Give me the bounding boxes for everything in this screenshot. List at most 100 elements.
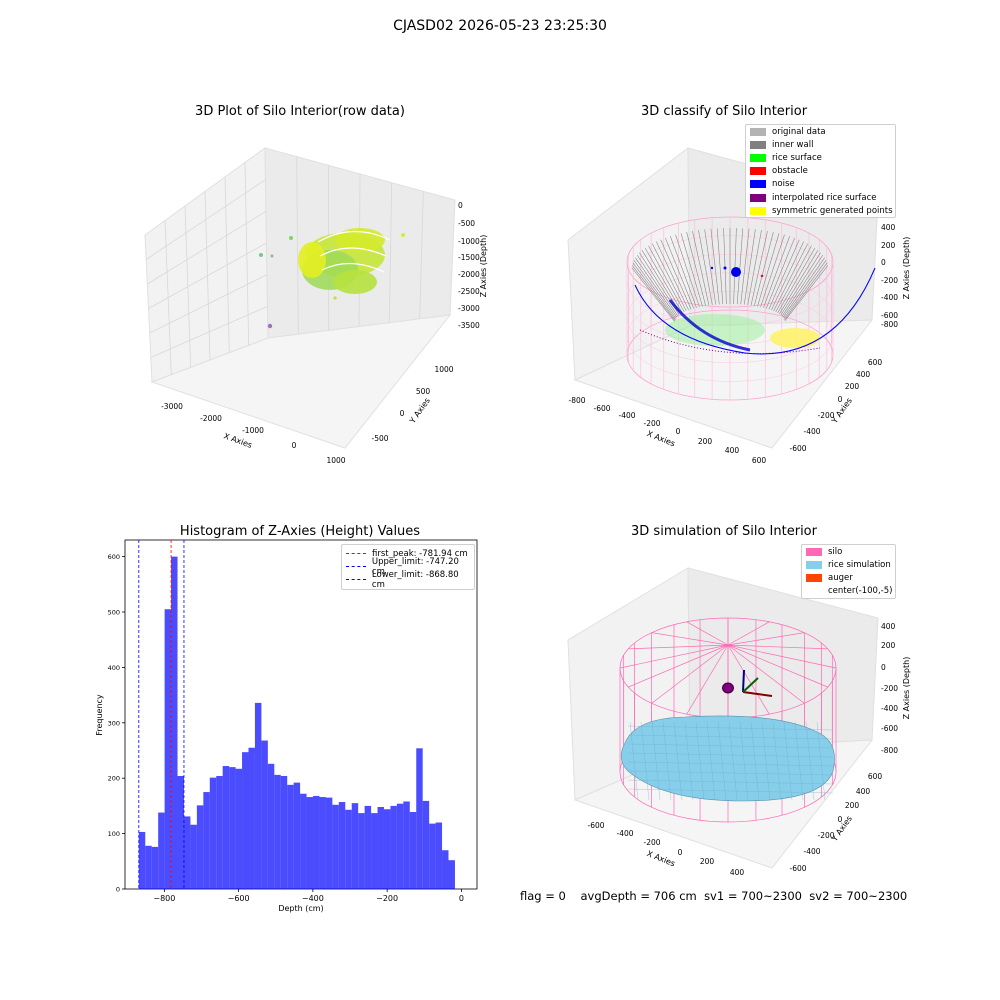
simulation-x-tick-labels: -600 -400 -200 0 200 400 xyxy=(587,821,744,877)
histogram-bar xyxy=(280,775,288,889)
legend-item-lower-limit: Lower_limit: -868.80 cm xyxy=(342,570,474,590)
legend-swatch xyxy=(750,153,766,162)
raw-z-tick: -1000 xyxy=(458,237,480,246)
histogram-bar xyxy=(196,805,204,889)
legend-swatch xyxy=(750,127,766,136)
histogram-x-tick-label: −400 xyxy=(302,894,324,903)
histogram-bar xyxy=(254,702,262,889)
legend-item-upper-limit: Upper_limit: -747.20 cm xyxy=(342,557,474,577)
simulation-x-axis-label: X Axies xyxy=(646,849,677,868)
classify-z-axis-label: Z Axies (Depth) xyxy=(902,237,911,300)
classify-y-tick: -400 xyxy=(803,427,820,436)
legend-item-center: center(-100,-5) xyxy=(802,585,895,598)
legend-swatch xyxy=(806,547,822,556)
histogram-bar xyxy=(403,801,410,889)
sv2-text: sv2 = 700~2300 xyxy=(809,889,908,903)
classify-y-tick: 200 xyxy=(845,382,860,391)
simulation-z-tick: 400 xyxy=(881,622,896,631)
histogram-bar xyxy=(448,860,455,889)
legend-swatch xyxy=(750,180,766,189)
simulation-z-tick: -800 xyxy=(881,746,898,755)
histogram-bar xyxy=(145,845,152,889)
simulation-y-tick: -400 xyxy=(803,847,820,856)
legend-line xyxy=(346,579,366,581)
histogram-bar xyxy=(203,792,210,889)
histogram-bar xyxy=(171,556,178,889)
raw-z-tick: 0 xyxy=(458,201,463,210)
legend-item-inner-wall: inner wall xyxy=(746,138,895,151)
simulation-auger xyxy=(722,669,773,697)
histogram-bar xyxy=(345,809,352,889)
histogram-bar xyxy=(371,813,378,889)
raw-x-tick: -1000 xyxy=(242,426,264,435)
histogram-y-ticks: 0 100 200 300 400 500 600 xyxy=(108,553,125,894)
histogram-y-tick-label: 0 xyxy=(116,886,120,894)
simulation-x-tick: 0 xyxy=(678,848,683,857)
histogram-bar xyxy=(338,802,346,889)
legend-item-original-data: original data xyxy=(746,125,895,138)
histogram-bar xyxy=(351,803,359,889)
histogram-bar xyxy=(300,793,307,889)
histogram-bar xyxy=(377,807,384,889)
histogram-bar xyxy=(435,822,443,889)
histogram-y-tick-label: 600 xyxy=(108,553,120,561)
histogram-bar xyxy=(390,805,397,889)
simulation-x-tick: -400 xyxy=(616,829,633,838)
legend-swatch xyxy=(806,573,822,582)
classify-x-tick: -800 xyxy=(568,396,585,405)
classify-z-tick: 400 xyxy=(881,223,896,232)
histogram-bar xyxy=(190,824,197,889)
classify-x-axis-label: X Axies xyxy=(646,429,677,448)
histogram-x-tick-label: −200 xyxy=(376,894,398,903)
raw-x-tick: -3000 xyxy=(161,402,183,411)
simulation-y-tick: 200 xyxy=(845,801,860,810)
histogram-y-tick-label: 400 xyxy=(108,664,120,672)
histogram-bar xyxy=(332,804,339,889)
simulation-z-tick: 200 xyxy=(881,641,896,650)
legend-item-symmetric: symmetric generated points xyxy=(746,204,895,217)
simulation-x-tick: 200 xyxy=(700,857,715,866)
classify-x-tick: -600 xyxy=(593,404,610,413)
histogram-y-tick-label: 100 xyxy=(108,830,120,838)
histogram-y-tick-label: 500 xyxy=(108,609,120,617)
raw-z-tick-labels: 0 -500 -1000 -1500 -2000 -2500 -3000 -35… xyxy=(458,201,480,330)
histogram-bar xyxy=(158,812,165,889)
histogram-legend: first_peak: -781.94 cm Upper_limit: -747… xyxy=(341,544,475,590)
simulation-z-tick: -200 xyxy=(881,684,898,693)
classify-x-tick-labels: -800 -600 -400 -200 0 200 400 600 xyxy=(568,396,766,465)
histogram-bar xyxy=(383,809,391,889)
histogram-bar xyxy=(274,774,281,889)
legend-swatch xyxy=(750,206,766,215)
histogram-bar xyxy=(183,816,191,889)
classify-plot-title: 3D classify of Silo Interior xyxy=(640,104,808,119)
classify-y-tick: -200 xyxy=(817,411,834,420)
classify-x-tick: 400 xyxy=(725,446,740,455)
simulation-y-tick: 400 xyxy=(856,787,871,796)
histogram-bar xyxy=(396,803,404,889)
histogram-bar xyxy=(287,784,294,889)
legend-swatch xyxy=(750,193,766,202)
simulation-rice-surface xyxy=(620,715,835,802)
simulation-x-tick: -200 xyxy=(643,838,660,847)
raw-x-tick-labels: -3000 -2000 -1000 0 1000 xyxy=(161,402,346,465)
simulation-x-tick: 400 xyxy=(730,868,745,877)
histogram-x-tick-label: −600 xyxy=(228,894,250,903)
histogram-bar xyxy=(416,748,423,889)
raw-z-tick: -1500 xyxy=(458,253,480,262)
raw-z-tick: -2500 xyxy=(458,287,480,296)
simulation-z-axis-label: Z Axies (Depth) xyxy=(902,657,911,720)
classify-y-tick: 0 xyxy=(838,395,843,404)
classify-x-tick: 0 xyxy=(676,427,681,436)
raw-y-tick: -500 xyxy=(371,434,388,443)
histogram-x-axis-label: Depth (cm) xyxy=(278,904,323,913)
legend-item-silo: silo xyxy=(802,545,895,558)
histogram-bar xyxy=(306,797,314,889)
histogram-bar xyxy=(248,747,255,889)
histogram-bar xyxy=(293,782,301,889)
simulation-y-tick-labels: -600 -400 -200 0 200 400 600 xyxy=(789,772,882,873)
raw-y-tick-labels: -500 0 500 1000 xyxy=(371,365,453,443)
flag-text: flag = 0 xyxy=(520,889,566,903)
histogram-bar xyxy=(261,740,268,889)
raw-y-tick: 1000 xyxy=(434,365,453,374)
legend-item-first-peak: first_peak: -781.94 cm xyxy=(342,547,474,560)
